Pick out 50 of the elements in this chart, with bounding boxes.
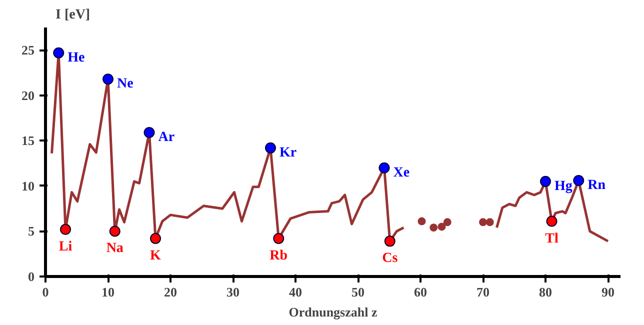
point <box>438 222 446 231</box>
annotation: Li <box>58 239 72 254</box>
point <box>443 218 452 226</box>
annotation: Cs <box>382 251 398 266</box>
annotation: Ne <box>117 76 134 92</box>
point <box>273 232 284 244</box>
annotation: Na <box>106 241 124 256</box>
x-tick-label: 0 <box>42 284 49 300</box>
y-axis-title: I [eV] <box>56 8 90 22</box>
x-tick-label: 40 <box>289 284 302 300</box>
point <box>144 127 155 138</box>
point <box>265 142 276 154</box>
point <box>430 224 438 232</box>
annotation: Ar <box>158 130 175 146</box>
point <box>53 47 64 58</box>
y-tick-label: 15 <box>22 133 35 148</box>
point <box>418 217 426 226</box>
point <box>109 226 120 237</box>
y-tick-label: 10 <box>22 178 34 194</box>
annotation: Kr <box>280 145 297 160</box>
annotation: He <box>68 50 85 66</box>
point <box>378 162 390 174</box>
point <box>486 218 494 226</box>
point <box>479 218 487 226</box>
annotation: Rn <box>588 178 606 194</box>
x-tick-label: 70 <box>476 284 490 300</box>
annotation: K <box>150 248 162 264</box>
point <box>150 232 161 244</box>
point <box>102 74 114 85</box>
x-tick-label: 20 <box>164 284 177 300</box>
annotation: Tl <box>545 231 558 246</box>
x-tick-label: 60 <box>414 284 427 300</box>
x-tick-label: 50 <box>352 284 364 300</box>
x-tick-label: 30 <box>226 284 240 300</box>
point <box>546 216 558 227</box>
annotation: Xe <box>393 165 410 180</box>
x-tick-label: 90 <box>602 284 614 300</box>
point <box>384 236 396 247</box>
y-tick-label: 5 <box>28 224 35 239</box>
point <box>540 176 551 187</box>
point <box>60 224 71 235</box>
y-tick-label: 20 <box>22 88 34 103</box>
y-tick-label: 25 <box>22 42 35 58</box>
x-axis-title: Ordnungszahl z <box>288 304 378 320</box>
annotation: Rb <box>270 248 288 264</box>
y-tick-label: 0 <box>28 269 34 284</box>
x-tick-label: 80 <box>539 284 552 300</box>
point <box>573 175 584 186</box>
annotation: Hg <box>554 178 572 194</box>
x-tick-label: 10 <box>102 284 114 300</box>
